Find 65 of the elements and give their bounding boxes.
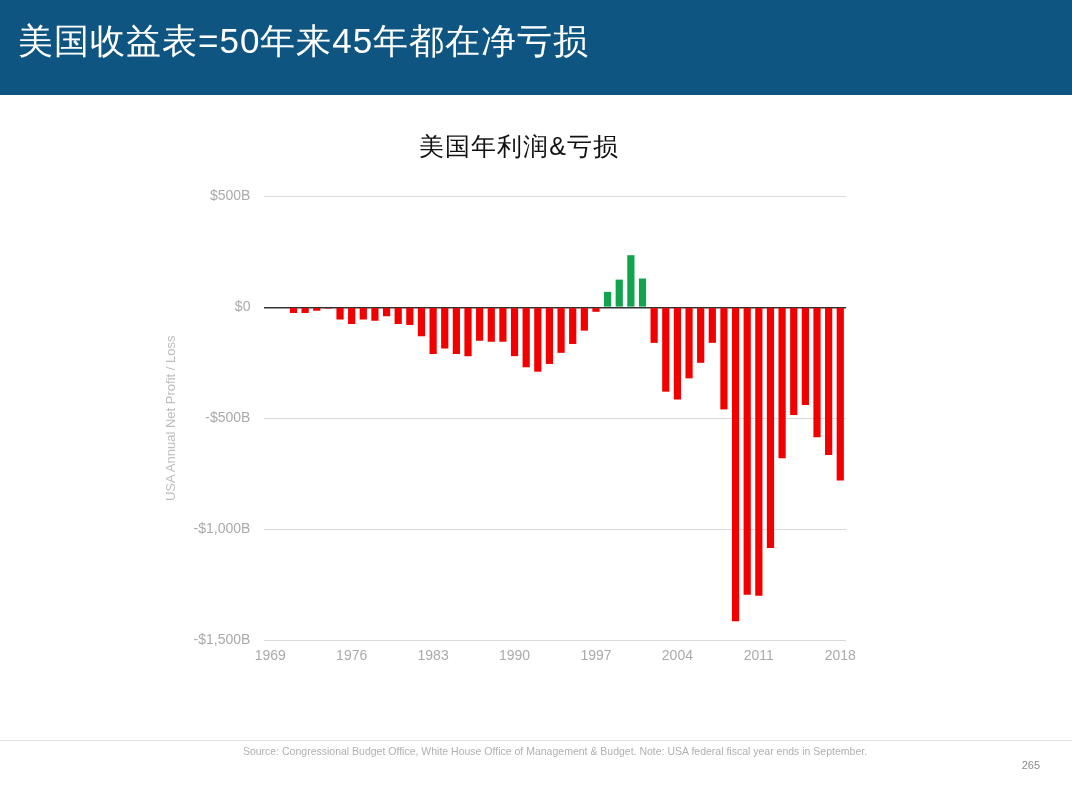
- x-tick-label: 2018: [824, 647, 857, 664]
- source-note: Source: Congressional Budget Office, White House Office of Management & Budget. Note: USA federal fiscal year ends in September.: [241, 745, 869, 758]
- bar: [825, 308, 833, 455]
- bar: [650, 308, 658, 343]
- bar: [627, 255, 635, 307]
- bar: [604, 291, 612, 307]
- y-tick-label: -$1,000B: [193, 520, 251, 537]
- bar: [545, 308, 554, 364]
- bar: [697, 308, 705, 363]
- bar: [569, 308, 577, 344]
- bar: [452, 308, 460, 354]
- bar: [743, 308, 751, 595]
- bar: [487, 308, 495, 342]
- bar: [813, 308, 821, 438]
- bar: [441, 308, 449, 349]
- bar: [348, 308, 356, 324]
- bar: [522, 308, 530, 368]
- bar: [510, 308, 519, 357]
- bar: [464, 308, 472, 357]
- bar: [766, 308, 775, 549]
- bar: [301, 308, 309, 313]
- x-tick-label: 1976: [336, 647, 368, 664]
- bar: [476, 308, 484, 341]
- bar: [394, 308, 402, 324]
- bar: [662, 308, 670, 392]
- bar: [499, 308, 507, 342]
- bar: [720, 308, 728, 410]
- bar: [534, 308, 542, 372]
- bar: [615, 279, 623, 307]
- bar: [406, 308, 414, 326]
- bar: [336, 308, 344, 320]
- y-tick-label: -$1,500B: [193, 631, 251, 648]
- y-tick-label: $0: [234, 298, 251, 315]
- bar: [417, 308, 426, 337]
- bar: [778, 308, 786, 459]
- bar: [359, 308, 367, 320]
- bar: [673, 308, 682, 400]
- bar: [592, 308, 600, 312]
- bar: [708, 308, 716, 343]
- bar: [790, 308, 798, 415]
- y-axis-title: USA Annual Net Profit / Loss: [163, 335, 179, 502]
- bar: [731, 308, 740, 622]
- bar: [557, 308, 565, 353]
- bar: [638, 278, 647, 307]
- bar: [755, 308, 763, 596]
- x-tick-label: 2004: [661, 647, 694, 664]
- bar: [289, 308, 298, 313]
- bar: [801, 308, 809, 405]
- text: 265: [1021, 758, 1040, 772]
- x-tick-label: 1990: [498, 647, 531, 664]
- bar: [371, 308, 379, 321]
- x-tick-label: 2011: [743, 647, 775, 664]
- x-tick-label: 1983: [417, 647, 449, 664]
- bar: [429, 308, 437, 354]
- bar: [685, 308, 693, 379]
- chart-subtitle: 美国年利润&亏损: [418, 131, 620, 162]
- y-tick-label: -$500B: [205, 409, 251, 426]
- bar: [580, 308, 588, 331]
- x-tick-label: 1969: [254, 647, 287, 664]
- x-tick-label: 1997: [580, 647, 612, 664]
- bar: [382, 308, 391, 317]
- bar: [836, 308, 844, 481]
- y-tick-label: $500B: [209, 187, 251, 204]
- bar: [313, 308, 321, 311]
- chart-title: 美国收益表=50年来45年都在净亏损: [18, 20, 590, 62]
